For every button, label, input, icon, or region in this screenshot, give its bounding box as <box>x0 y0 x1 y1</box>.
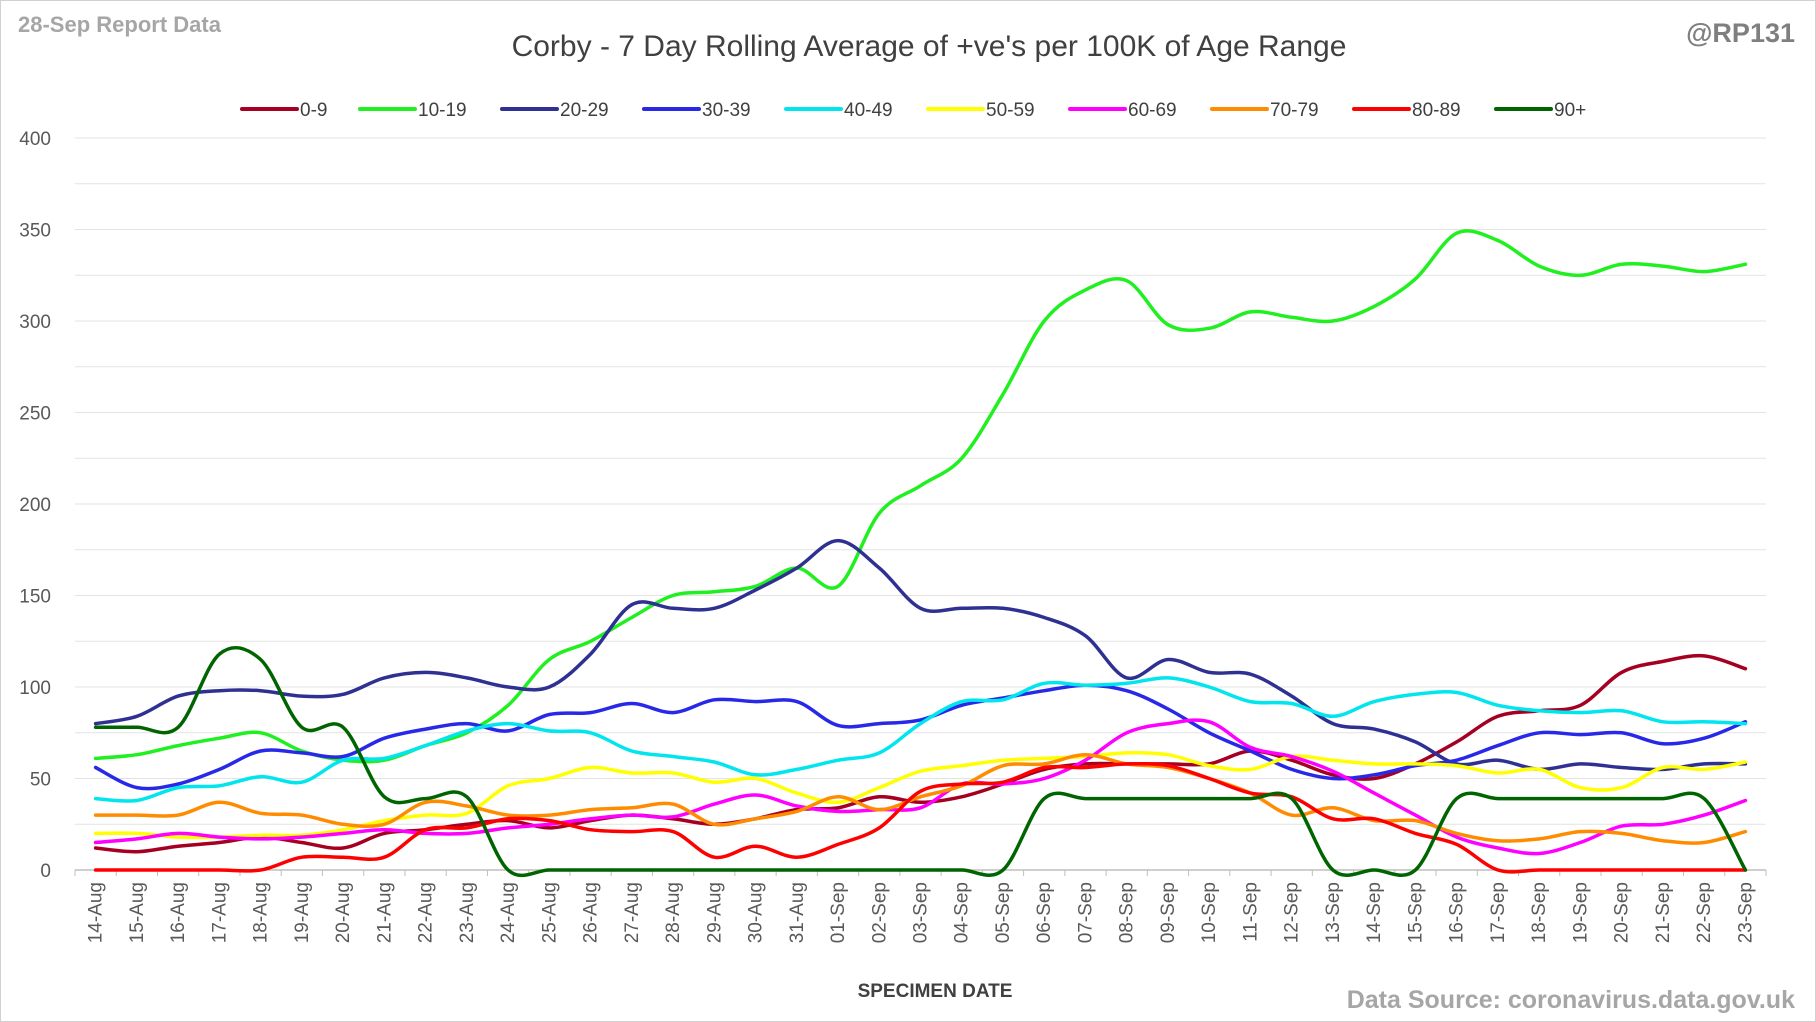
x-tick-label: 13-Sep <box>1323 882 1344 943</box>
x-tick-label: 20-Aug <box>333 882 354 943</box>
series-line-10-19 <box>93 229 1748 764</box>
y-tick-label: 350 <box>19 221 51 242</box>
x-tick-label: 23-Sep <box>1735 882 1756 943</box>
y-tick-label: 250 <box>19 404 51 425</box>
x-tick-label: 31-Aug <box>787 882 808 943</box>
x-tick-label: 16-Aug <box>168 882 189 943</box>
x-tick-label: 11-Sep <box>1240 882 1261 942</box>
legend-item: 70-79 <box>1210 100 1319 121</box>
x-axis-ticks: 14-Aug 15-Aug 16-Aug 17-Aug 18-Aug 19-Aug 20-A… <box>74 870 1767 943</box>
y-tick-label: 200 <box>19 495 51 516</box>
x-tick-label: 25-Aug <box>539 882 560 943</box>
x-tick-label: 19-Aug <box>292 882 313 943</box>
x-tick-label: 12-Sep <box>1282 882 1303 943</box>
legend-label: 80-89 <box>1412 100 1461 121</box>
x-tick-label: 22-Sep <box>1694 882 1715 943</box>
legend-label: 90+ <box>1554 100 1586 121</box>
series-line-80-89 <box>93 761 1748 874</box>
x-tick-label: 07-Sep <box>1075 882 1096 943</box>
legend-label: 0-9 <box>300 100 327 121</box>
legend-item: 10-19 <box>358 100 467 121</box>
legend-label: 70-79 <box>1270 100 1319 121</box>
x-tick-label: 10-Sep <box>1199 882 1220 943</box>
x-tick-label: 05-Sep <box>993 882 1014 943</box>
x-tick-label: 09-Sep <box>1158 882 1179 943</box>
series-line-30-39 <box>93 683 1748 791</box>
x-tick-label: 27-Aug <box>622 882 643 943</box>
y-tick-label: 0 <box>40 861 51 882</box>
x-tick-label: 29-Aug <box>704 882 725 943</box>
series-line-20-29 <box>93 538 1748 772</box>
x-tick-label: 16-Sep <box>1447 882 1468 943</box>
data-source: Data Source: coronavirus.data.gov.uk <box>1347 986 1795 1014</box>
y-tick-label: 150 <box>19 587 51 608</box>
y-tick-label: 400 <box>19 129 51 150</box>
gridlines <box>75 137 1766 825</box>
y-tick-label: 100 <box>19 678 51 699</box>
legend-label: 20-29 <box>560 100 609 121</box>
x-tick-label: 18-Sep <box>1529 882 1550 943</box>
legend-label: 50-59 <box>986 100 1035 121</box>
x-tick-label: 21-Sep <box>1653 882 1674 943</box>
x-tick-label: 15-Aug <box>127 882 148 943</box>
x-tick-label: 02-Sep <box>869 882 890 943</box>
series-line-0-9 <box>93 653 1748 854</box>
legend-label: 10-19 <box>418 100 467 121</box>
x-tick-label: 04-Sep <box>952 882 973 943</box>
x-tick-label: 15-Sep <box>1405 882 1426 943</box>
legend: 0-9 10-19 20-29 30-39 40-49 50-59 60-69 70-79 80… <box>240 100 1586 121</box>
x-tick-label: 18-Aug <box>251 882 272 943</box>
series-line-40-49 <box>93 676 1748 803</box>
series-line-70-79 <box>93 752 1748 845</box>
x-tick-label: 14-Aug <box>86 882 107 943</box>
x-tick-label: 17-Sep <box>1488 882 1509 943</box>
x-tick-label: 19-Sep <box>1570 882 1591 943</box>
legend-label: 60-69 <box>1128 100 1177 121</box>
x-tick-label: 22-Aug <box>416 882 437 943</box>
x-tick-label: 26-Aug <box>581 882 602 943</box>
x-tick-label: 21-Aug <box>374 882 395 943</box>
x-tick-label: 06-Sep <box>1034 882 1055 943</box>
legend-item: 90+ <box>1494 100 1586 121</box>
legend-item: 40-49 <box>784 100 893 121</box>
legend-label: 30-39 <box>702 100 751 121</box>
y-tick-label: 50 <box>30 770 51 791</box>
legend-item: 80-89 <box>1352 100 1461 121</box>
x-tick-label: 17-Aug <box>209 882 230 943</box>
legend-item: 50-59 <box>926 100 1035 121</box>
legend-item: 60-69 <box>1068 100 1177 121</box>
x-tick-label: 20-Sep <box>1612 882 1633 943</box>
series-line-60-69 <box>93 718 1748 856</box>
y-tick-label: 300 <box>19 312 51 333</box>
series-line-50-59 <box>93 751 1748 840</box>
legend-label: 40-49 <box>844 100 893 121</box>
legend-item: 30-39 <box>642 100 751 121</box>
x-axis-label: SPECIMEN DATE <box>858 981 1013 1002</box>
legend-item: 20-29 <box>500 100 609 121</box>
author-handle: @RP131 <box>1686 18 1795 48</box>
legend-item: 0-9 <box>240 100 327 121</box>
x-tick-label: 01-Sep <box>828 882 849 943</box>
chart-title: Corby - 7 Day Rolling Average of +ve's p… <box>512 30 1347 63</box>
x-tick-label: 24-Aug <box>498 882 519 943</box>
x-tick-label: 23-Aug <box>457 882 478 943</box>
y-axis-ticks: 0 50 100 150 200 250 300 350 400 <box>19 129 51 882</box>
x-tick-label: 03-Sep <box>911 882 932 943</box>
x-tick-label: 28-Aug <box>663 882 684 943</box>
report-label: 28-Sep Report Data <box>18 12 222 37</box>
x-tick-label: 30-Aug <box>746 882 767 943</box>
x-tick-label: 08-Sep <box>1117 882 1138 943</box>
series-line-90-plus <box>93 645 1748 878</box>
series-lines <box>93 229 1748 878</box>
x-tick-label: 14-Sep <box>1364 882 1385 943</box>
